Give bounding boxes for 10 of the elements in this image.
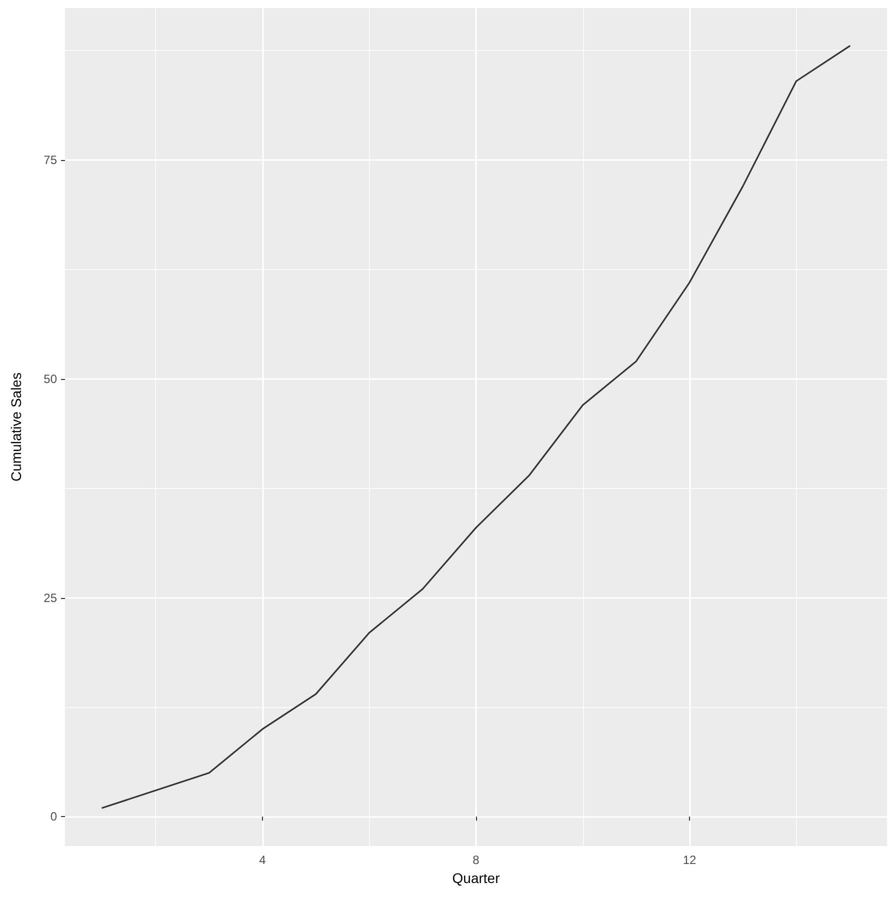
y-axis-title: Cumulative Sales [8,372,24,482]
x-tick-label: 4 [259,853,266,867]
y-tick-label: 0 [50,810,58,824]
x-tick-label: 8 [472,853,480,867]
y-tick-label: 75 [44,152,58,167]
y-tick-label: 50 [44,372,58,386]
x-axis-title: Quarter [452,870,500,886]
line-series [102,45,850,809]
y-tick-label: 25 [44,590,58,605]
x-tick-label: 12 [682,853,696,867]
